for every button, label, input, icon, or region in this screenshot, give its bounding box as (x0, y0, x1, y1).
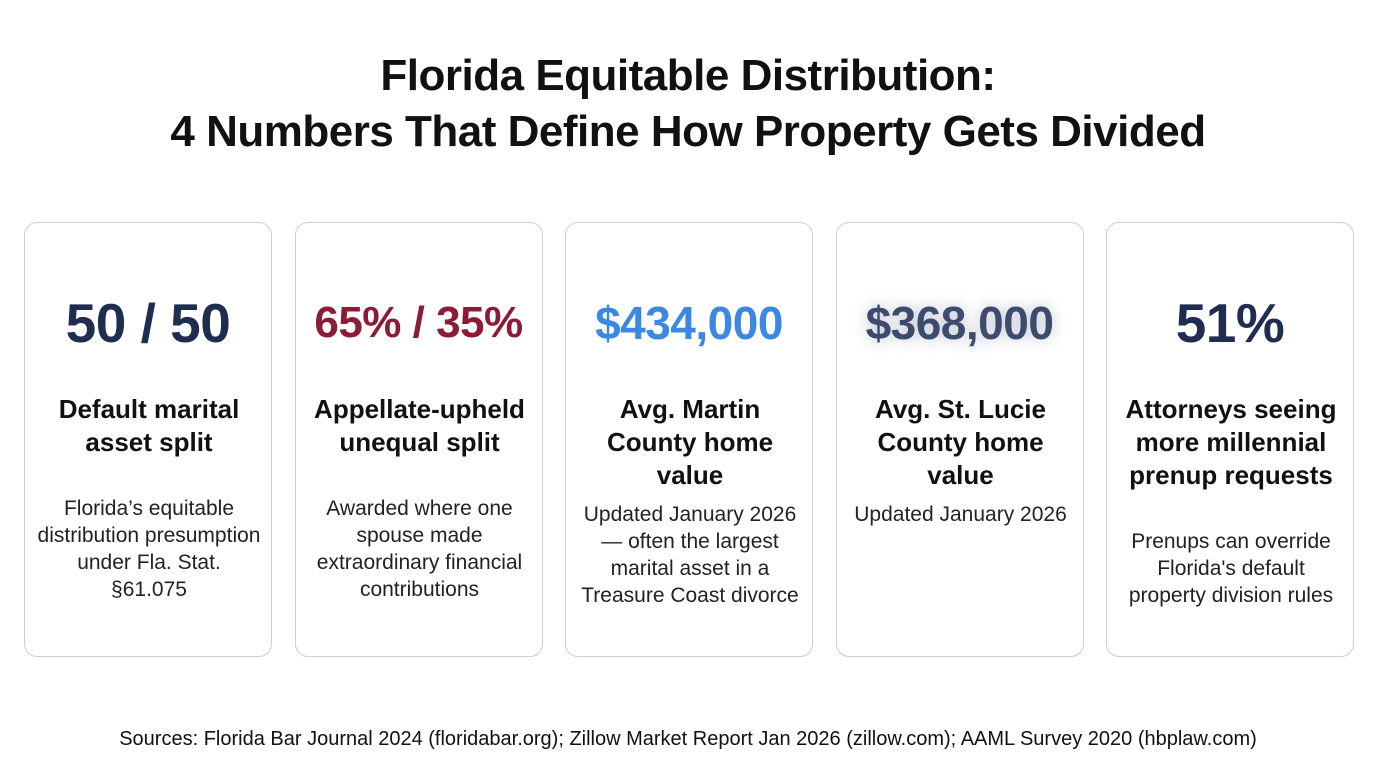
stat-label: Avg. Martin County home value (606, 394, 774, 490)
stat-description: Updated January 2026 (854, 503, 1067, 526)
stat-card: 65% / 35% Appellate-upheld unequal split A… (294, 222, 543, 657)
stat-value: 51% (1175, 292, 1285, 354)
stat-card: $368,000 Avg. St. Lucie County home value… (835, 222, 1084, 657)
stat-description: Updated January 2026 — often the largest… (581, 503, 799, 607)
stat-description: Prenups can override Florida's default p… (1128, 530, 1334, 607)
stat-description: Awarded where one spouse made extraordin… (316, 497, 523, 601)
stat-value: 65% / 35% (314, 298, 523, 347)
stat-card: 51% Attorneys seeing more millennial pren… (1106, 222, 1354, 657)
stat-label: Appellate-upheld unequal split (314, 394, 525, 457)
stat-card: $434,000 Avg. Martin County home value Upd… (565, 222, 813, 657)
stat-label: Avg. St. Lucie County home value (875, 394, 1046, 490)
sources: Sources: Florida Bar Journal 2024 (flori… (119, 728, 1257, 750)
stat-label: Default marital asset split (58, 394, 240, 457)
card-row: 50 / 50 Default marital asset split Florid… (24, 222, 1354, 659)
stat-card: 50 / 50 Default marital asset split Florid… (24, 222, 272, 657)
stat-description: Florida’s equitable distribution presump… (37, 497, 261, 601)
title: Florida Equitable Distribution: 4 Number… (0, 48, 1376, 160)
stat-value: $434,000 (595, 297, 783, 349)
stat-value: 50 / 50 (65, 292, 231, 354)
stat-label: Attorneys seeing more millennial prenup … (1125, 394, 1337, 490)
stat-value: $368,000 (865, 297, 1054, 349)
title-line: Florida Equitable Distribution: (380, 51, 996, 100)
title-line: 4 Numbers That Define How Property Gets … (170, 107, 1206, 156)
